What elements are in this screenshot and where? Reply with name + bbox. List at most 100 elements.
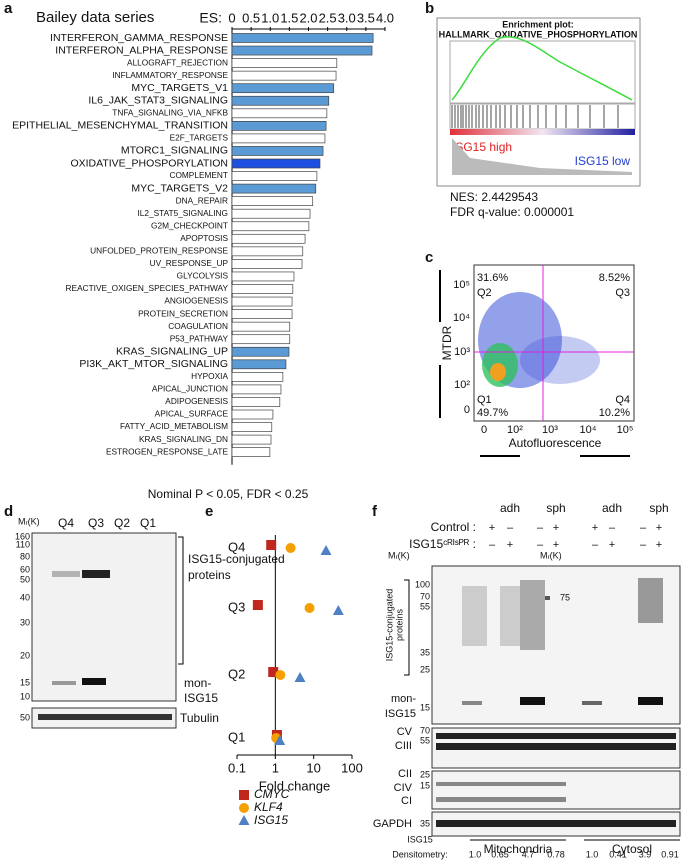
point bbox=[332, 605, 344, 615]
panel-letter: b bbox=[425, 0, 434, 17]
y-tick-label: PI3K_AKT_MTOR_SIGNALING bbox=[79, 358, 228, 370]
low-label: ISG15 low bbox=[575, 154, 631, 168]
es-curve bbox=[451, 36, 633, 101]
sign: – bbox=[489, 539, 496, 551]
band bbox=[82, 678, 106, 685]
bar bbox=[231, 259, 303, 269]
y-tick-label: ESTROGEN_RESPONSE_LATE bbox=[106, 446, 228, 456]
hits bbox=[451, 105, 619, 128]
bracket bbox=[404, 579, 410, 676]
point bbox=[268, 667, 279, 677]
mw-tick: 160 bbox=[15, 531, 30, 541]
bar bbox=[231, 409, 274, 420]
bar bbox=[231, 271, 295, 282]
high-label: ISG15 high bbox=[452, 140, 512, 154]
x-tick-label: 10⁵ bbox=[617, 424, 634, 436]
smear bbox=[638, 578, 663, 623]
flow-plot: 31.6% Q2 8.52% Q3 Q1 49.7% Q4 10.2% 10⁵ … bbox=[439, 264, 635, 457]
quad-pct: 49.7% bbox=[477, 407, 508, 419]
bar bbox=[231, 133, 326, 144]
band bbox=[38, 714, 172, 720]
flow-core bbox=[490, 363, 506, 381]
mw-tick: 50 bbox=[20, 712, 30, 722]
bar bbox=[231, 334, 291, 345]
y-tick-label: COMPLEMENT bbox=[169, 170, 228, 180]
legend-label: ISG15 bbox=[254, 813, 288, 827]
es-box bbox=[449, 40, 636, 104]
band bbox=[436, 797, 566, 802]
sign: – bbox=[592, 539, 599, 551]
band bbox=[436, 782, 566, 786]
bracket bbox=[178, 536, 184, 665]
bar bbox=[231, 346, 290, 357]
group-label: adh bbox=[602, 501, 622, 515]
fold-change-chart: 0.1 1 10 100 Fold change Q4 Q3 Q2 Q1 CMYCKLF4ISG1… bbox=[228, 535, 363, 827]
panel-letter: f bbox=[372, 503, 378, 520]
mw-tick: 15 bbox=[20, 677, 30, 687]
sign: – bbox=[640, 522, 647, 534]
signs: + – – + + – – +– + – + – + – + bbox=[489, 522, 662, 551]
y-tick-label: 10³ bbox=[454, 346, 470, 358]
x-tick-label: 3.5 bbox=[357, 10, 375, 25]
mon-label: mon- bbox=[391, 693, 416, 705]
mw-tick: 55 bbox=[420, 601, 430, 611]
bar bbox=[231, 359, 287, 370]
mon-label: ISG15 bbox=[385, 708, 416, 720]
lane-label: Q4 bbox=[58, 516, 74, 530]
sign: – bbox=[507, 522, 514, 534]
x-tick-label: 0 bbox=[228, 10, 235, 25]
legend-swatch bbox=[239, 803, 249, 813]
bar bbox=[231, 95, 330, 106]
y-tick-label: IL2_STAT5_SIGNALING bbox=[137, 208, 228, 218]
legend-swatch bbox=[238, 815, 250, 825]
y-tick-label: 10⁵ bbox=[453, 279, 470, 291]
control-label: Control : bbox=[431, 520, 476, 534]
mw-tick: 15 bbox=[420, 780, 430, 790]
quad-pct: 8.52% bbox=[599, 272, 630, 284]
bar bbox=[231, 108, 328, 119]
rank-bar bbox=[450, 129, 635, 135]
band bbox=[82, 570, 110, 578]
western-f: adh sph adh sph Control : ISG15ᶜᴿᴵˢᴾᴿ : … bbox=[373, 501, 681, 859]
gsea-title: Enrichment plot: bbox=[502, 19, 574, 29]
sign: – bbox=[640, 539, 647, 551]
conj-label: proteins bbox=[188, 568, 231, 582]
gsea-plot: Enrichment plot: HALLMARK_OXIDATIVE_PHOS… bbox=[436, 17, 641, 187]
x-tick-label: 100 bbox=[341, 760, 363, 775]
dens-value: 0.65 bbox=[491, 849, 509, 859]
point bbox=[274, 735, 286, 745]
point bbox=[320, 545, 332, 555]
gsea-frame bbox=[436, 17, 641, 187]
dens-value: 4.7 bbox=[522, 849, 535, 859]
bar bbox=[231, 171, 318, 181]
footnote: Nominal P < 0.05, FDR < 0.25 bbox=[148, 487, 309, 501]
bar bbox=[231, 384, 282, 395]
y-tick-label: KRAS_SIGNALING_UP bbox=[116, 346, 228, 358]
y-tick-label: MTORC1_SIGNALING bbox=[121, 145, 228, 157]
western-d: Mᵣ(K) Q4 Q3 Q2 Q1 160 110 80 60 50 40 30… bbox=[15, 516, 285, 729]
bar bbox=[231, 321, 291, 332]
panel-letter: c bbox=[425, 249, 433, 266]
x-tick-label: 2.0 bbox=[299, 10, 317, 25]
lane-label: Q3 bbox=[88, 516, 104, 530]
x-tick-label: 2.5 bbox=[319, 10, 337, 25]
x-label: Fold change bbox=[259, 778, 331, 793]
bar bbox=[231, 372, 284, 382]
metric-area bbox=[452, 138, 632, 175]
bar bbox=[231, 309, 293, 319]
band bbox=[52, 681, 76, 685]
bar bbox=[231, 233, 306, 244]
y-tick-label: INTERFERON_ALPHA_RESPONSE bbox=[55, 44, 228, 56]
sign: + bbox=[656, 522, 662, 534]
y-tick-label: APICAL_JUNCTION bbox=[152, 384, 228, 394]
quad-name: Q2 bbox=[477, 287, 492, 299]
blot bbox=[31, 532, 177, 702]
bar bbox=[231, 33, 374, 43]
es-bar-chart: Bailey data series ES: 0 0.5 1.0 1.5 2.0 2.5 3.0… bbox=[12, 9, 394, 501]
quad-name: Q1 bbox=[477, 394, 492, 406]
bar bbox=[231, 284, 294, 294]
fdr-text: FDR q-value: 0.000001 bbox=[450, 205, 574, 219]
bar bbox=[231, 397, 281, 407]
bar bbox=[231, 296, 293, 307]
panel-letter: d bbox=[4, 503, 13, 520]
